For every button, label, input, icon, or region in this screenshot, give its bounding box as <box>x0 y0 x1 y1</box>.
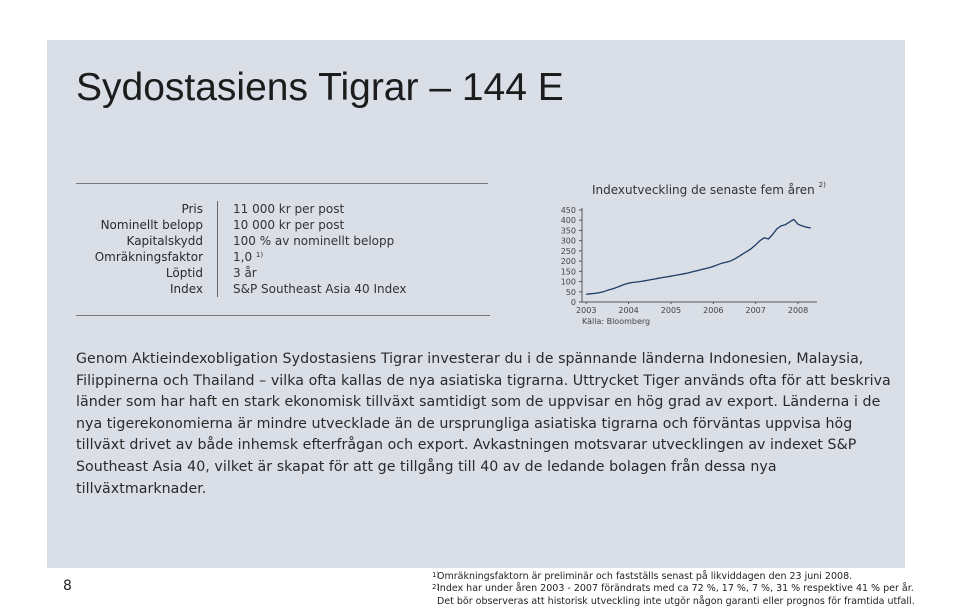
chart-source: Källa: Bloomberg <box>582 317 651 326</box>
fact-label: Nominellt belopp <box>100 218 203 232</box>
fact-value: 3 år <box>233 266 257 280</box>
fact-value: 10 000 kr per post <box>233 218 345 232</box>
footnote: Det bör observeras att historisk utveckl… <box>437 595 915 607</box>
footer-divider <box>47 566 905 568</box>
fact-value: 1,0 1) <box>233 250 264 264</box>
page-title: Sydostasiens Tigrar – 144 E <box>76 66 564 109</box>
fact-value: S&P Southeast Asia 40 Index <box>233 282 407 296</box>
footnote: 2) Index har under åren 2003 - 2007 förän… <box>432 583 914 595</box>
top-divider-left <box>76 183 488 184</box>
fact-label: Löptid <box>165 266 203 280</box>
page-number: 8 <box>63 578 72 594</box>
footnotes: 1) Omräkningsfaktorn är preliminär och fa… <box>432 571 915 608</box>
fact-label: Omräkningsfaktor <box>94 250 203 264</box>
facts-divider <box>217 201 218 297</box>
fact-label: Index <box>169 282 203 296</box>
bottom-divider-left <box>76 315 490 316</box>
chart-title: Indexutveckling de senaste fem åren 2) <box>592 181 826 197</box>
fact-label: Kapitalskydd <box>126 234 203 248</box>
footnote: 1) Omräkningsfaktorn är preliminär och fa… <box>432 571 853 582</box>
fact-value: 11 000 kr per post <box>233 202 345 216</box>
fact-value: 100 % av nominellt belopp <box>233 234 395 248</box>
body-paragraph: Genom Aktieindexobligation Sydostasiens … <box>76 351 891 497</box>
content-panel <box>47 40 905 566</box>
fact-label: Pris <box>181 202 203 216</box>
